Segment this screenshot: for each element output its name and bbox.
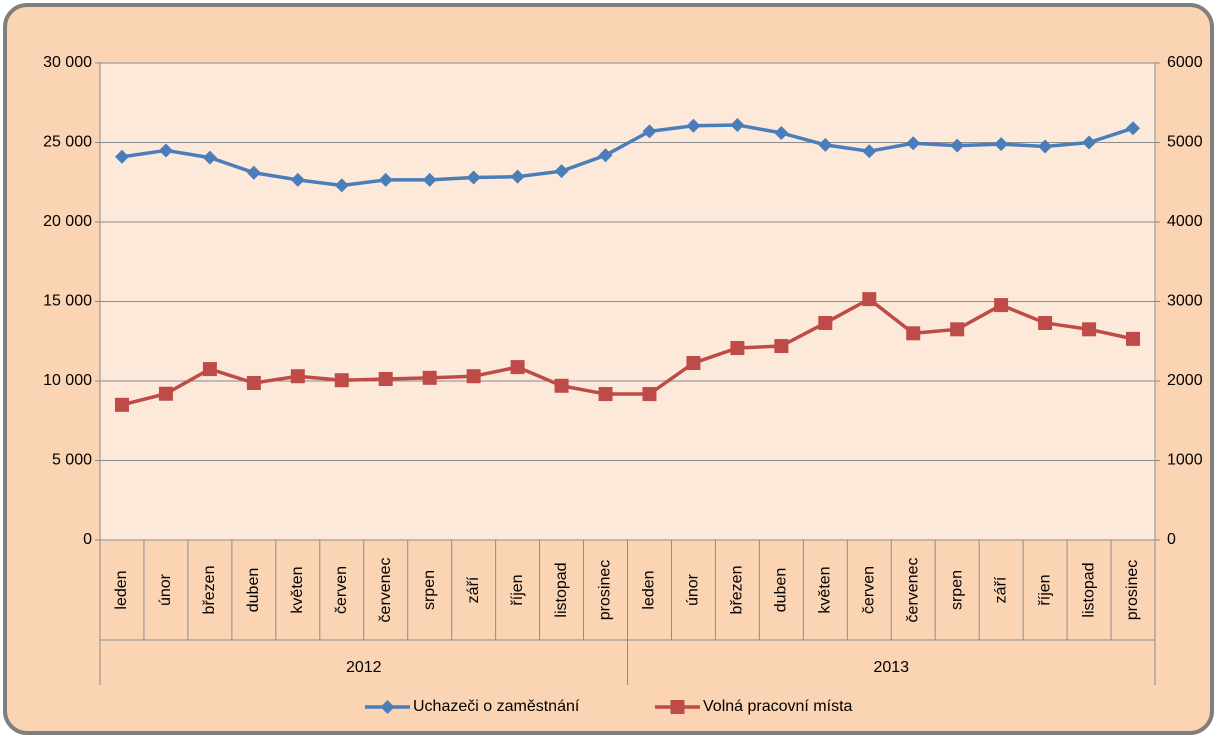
marker [906,326,921,341]
legend-label: Uchazeči o zaměstnání [413,698,580,715]
marker [994,137,1009,152]
x-tick-label: září [465,576,482,603]
marker [774,125,789,140]
x-tick-label: červenec [904,558,921,623]
series-line [121,123,1134,188]
x-tick-label: srpen [948,570,965,610]
y-tick-label: 0 [83,531,92,548]
marker [378,172,393,187]
marker [334,373,349,388]
marker [114,149,129,164]
y2-tick-label: 0 [1167,531,1176,548]
marker [378,372,393,387]
x-tick-label: srpen [421,570,438,610]
x-tick-label: prosinec [597,560,614,620]
x-tick-label: červen [333,566,350,614]
legend-marker [670,700,685,714]
marker [158,386,173,401]
x-tick-label: červenec [377,558,394,623]
y2-tick-label: 4000 [1167,213,1203,230]
marker [950,322,965,337]
x-tick-label: listopad [1080,562,1097,617]
legend-marker [380,700,395,714]
x-tick-label: červen [860,566,877,614]
marker [686,356,701,371]
marker [994,298,1009,313]
marker [950,138,965,153]
y2-tick-label: 3000 [1167,293,1203,310]
marker [686,118,701,133]
marker [202,362,217,377]
x-tick-label: březen [729,566,746,615]
marker [598,148,613,163]
marker [510,169,525,184]
marker [1126,121,1141,136]
marker [1082,322,1097,337]
marker [422,370,437,385]
marker [642,387,657,402]
marker [1038,315,1053,330]
marker [290,369,305,384]
marker [466,369,481,384]
marker [1038,139,1053,154]
x-tick-label: leden [641,570,658,609]
marker [114,397,129,412]
y-tick-label: 10 000 [43,372,92,389]
marker [774,339,789,354]
marker [862,292,877,307]
marker [730,118,745,133]
legend-label: Volná pracovní místa [703,698,853,715]
marker [1082,135,1097,150]
x-tick-label: říjen [1036,574,1053,605]
marker [510,360,525,375]
y2-tick-label: 6000 [1167,54,1203,71]
x-tick-label: leden [113,570,130,609]
marker [642,124,657,139]
y-tick-label: 25 000 [43,134,92,151]
marker [906,136,921,151]
group-label: 2012 [346,659,382,676]
marker [246,375,261,390]
y-tick-label: 15 000 [43,293,92,310]
y2-tick-label: 2000 [1167,372,1203,389]
marker [246,165,261,180]
marker [422,172,437,187]
x-tick-label: únor [157,573,174,606]
marker [730,341,745,356]
marker [290,172,305,187]
x-tick-label: květen [289,566,306,613]
y-tick-label: 5 000 [52,452,92,469]
x-tick-label: květen [817,566,834,613]
marker [554,378,569,393]
marker [1126,331,1141,346]
y-tick-label: 30 000 [43,54,92,71]
x-tick-label: březen [201,566,218,615]
y-tick-label: 20 000 [43,213,92,230]
group-label: 2013 [873,659,909,676]
series-line [121,297,1134,407]
marker [862,144,877,159]
x-tick-label: duben [773,568,790,613]
x-tick-label: duben [245,568,262,613]
marker [334,178,349,193]
y2-tick-label: 1000 [1167,452,1203,469]
y2-tick-label: 5000 [1167,134,1203,151]
marker [818,315,833,330]
marker [202,150,217,165]
x-tick-label: únor [685,573,702,606]
marker [598,387,613,402]
x-tick-label: listopad [553,562,570,617]
x-tick-label: prosinec [1124,560,1141,620]
marker [158,143,173,158]
marker [554,164,569,179]
marker [466,170,481,185]
marker [818,137,833,152]
x-tick-label: září [992,576,1009,603]
x-tick-label: říjen [509,574,526,605]
